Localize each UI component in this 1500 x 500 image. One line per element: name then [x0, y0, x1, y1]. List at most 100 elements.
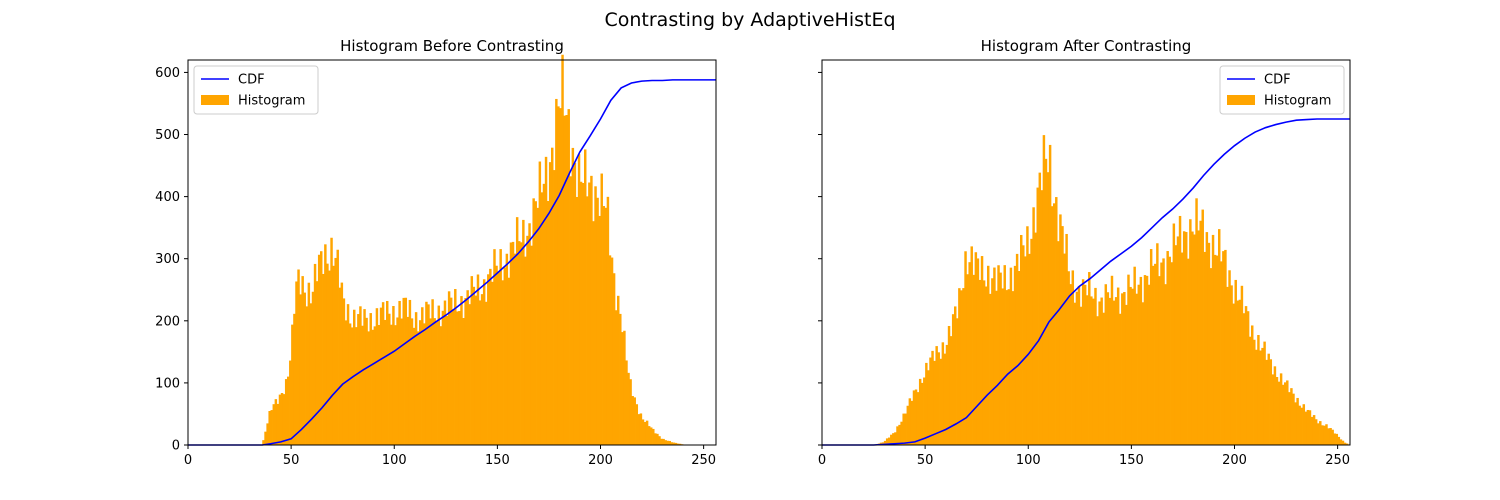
histogram-bar [1218, 229, 1221, 445]
histogram-bar [388, 313, 391, 445]
histogram-bar [1205, 232, 1209, 445]
histogram-bar [1079, 306, 1083, 445]
histogram-bar [452, 309, 455, 445]
histogram-bar [927, 370, 930, 445]
histogram-bar [472, 286, 476, 445]
histogram-bar [1195, 198, 1198, 445]
histogram-bar [1139, 276, 1143, 445]
histogram-bar [522, 219, 525, 445]
histogram-bar [625, 360, 628, 445]
histogram-bar [330, 237, 333, 445]
histogram-bar [540, 192, 544, 445]
histogram-bar [974, 252, 978, 445]
histogram-bar [1302, 404, 1306, 445]
histogram-bar [328, 270, 331, 445]
y-tick-label: 400 [155, 190, 180, 205]
histogram-bar [332, 265, 335, 445]
histogram-bar [480, 294, 484, 445]
histogram-bar [1168, 256, 1171, 445]
histogram-bar [1032, 207, 1035, 445]
histogram-bar [1269, 359, 1273, 445]
histogram-bar [676, 443, 680, 445]
histogram-bar [433, 318, 436, 445]
histogram-bar [1345, 443, 1349, 445]
legend: CDF Histogram [1219, 65, 1345, 115]
histogram-bar [1290, 388, 1293, 445]
histogram-bar [534, 201, 537, 445]
x-tick-label: 250 [1325, 453, 1350, 468]
histogram-bar [1263, 341, 1266, 445]
histogram-bar [482, 279, 486, 445]
histogram-bar [1050, 206, 1054, 445]
histogram-bar [501, 280, 504, 445]
histogram-bar [1191, 231, 1194, 445]
histogram-bar [577, 154, 581, 446]
histogram-bar [1304, 411, 1308, 445]
histogram-bar [1337, 436, 1341, 445]
histogram-bar [999, 272, 1002, 445]
histogram-bar [559, 108, 562, 446]
histogram-bar [264, 431, 267, 445]
histogram-bar [1046, 172, 1050, 446]
figure-suptitle: Contrasting by AdaptiveHistEq [604, 9, 895, 31]
histogram-bar [464, 297, 467, 445]
x-tick-label: 100 [1016, 453, 1041, 468]
histogram-bar [1248, 336, 1252, 445]
histogram-bar [1088, 272, 1091, 445]
histogram-bar [668, 440, 672, 445]
histogram-bar [995, 290, 998, 445]
histogram-bar [1123, 292, 1126, 445]
histogram-bar [606, 196, 610, 445]
histogram-bar [1220, 261, 1223, 445]
histogram-bar [1106, 292, 1110, 445]
histogram-bar [1112, 300, 1116, 445]
histogram-bar [270, 410, 273, 445]
histogram-bar [313, 263, 317, 445]
cdf-line [822, 118, 1350, 446]
histogram-bar [1133, 266, 1136, 445]
histogram-bar [485, 301, 488, 445]
histogram-bar [929, 357, 932, 445]
histogram-bar [526, 235, 529, 445]
histogram-bar [406, 316, 410, 445]
histogram-bar [408, 299, 412, 445]
histogram-bar [1284, 382, 1287, 445]
histogram-bar [1333, 433, 1336, 445]
histogram-bar [421, 307, 424, 445]
histogram-bar [443, 300, 447, 445]
histogram-bar [1055, 197, 1058, 445]
histogram-bar [1069, 284, 1072, 445]
histogram-bar [1343, 442, 1347, 445]
histogram-bar [377, 324, 381, 445]
histogram-bar [441, 310, 445, 445]
histogram-bar [520, 242, 523, 445]
histogram-bar [966, 274, 969, 445]
histogram-bar [1199, 220, 1202, 445]
histogram-bar [423, 323, 426, 445]
histogram-bar [581, 183, 585, 446]
histogram-bar [1180, 252, 1184, 445]
histogram-bar [883, 440, 887, 445]
histogram-bar [1209, 268, 1213, 445]
histogram-bar [571, 147, 575, 445]
histogram-bar [645, 420, 649, 445]
histogram-bar [375, 308, 379, 445]
histogram-bar [1063, 253, 1066, 445]
histogram-bar [604, 207, 608, 445]
histogram-bar [402, 297, 405, 445]
histogram-bar [1294, 402, 1297, 445]
legend-label: CDF [238, 73, 265, 88]
histogram-bar [989, 293, 992, 445]
x-tick-label: 0 [184, 453, 192, 468]
histogram-bar [1308, 410, 1312, 445]
histogram-bar [968, 262, 971, 445]
histogram-bar [904, 413, 907, 445]
histogram-bar [361, 325, 364, 445]
histogram-bar [507, 277, 511, 445]
histogram-bar [602, 206, 606, 445]
histogram-bar [598, 215, 601, 445]
histogram-bar [1236, 300, 1240, 445]
histogram-bar [369, 313, 372, 445]
histogram-bar [1053, 203, 1056, 445]
histogram-bar [666, 440, 669, 445]
